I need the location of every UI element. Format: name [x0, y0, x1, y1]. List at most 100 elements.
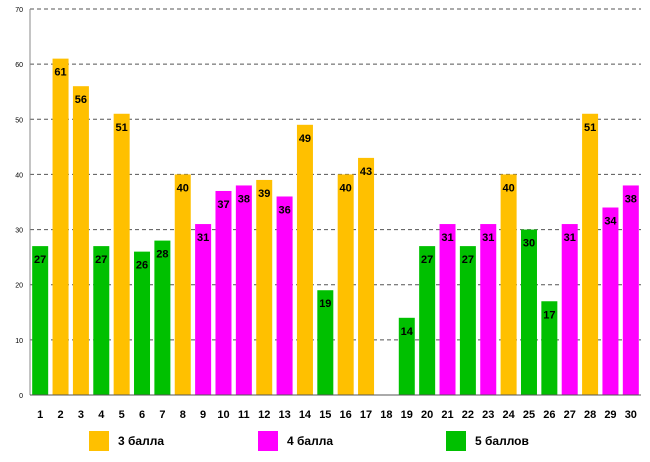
x-tick-label-9: 9 [200, 409, 206, 421]
bar-23 [480, 224, 497, 395]
data-label-10: 37 [217, 199, 229, 211]
legend-swatch-3 [89, 431, 109, 451]
x-tick-label-19: 19 [401, 409, 413, 421]
legend-label-4: 4 балла [287, 434, 334, 448]
data-label-30: 38 [625, 193, 637, 205]
y-tick-label-20: 20 [15, 283, 23, 290]
data-label-13: 36 [278, 204, 290, 216]
legend-swatch-5 [446, 431, 466, 451]
data-label-11: 38 [238, 193, 250, 205]
x-tick-label-8: 8 [180, 409, 186, 421]
x-tick-label-17: 17 [360, 409, 372, 421]
data-label-8: 40 [177, 182, 189, 194]
data-label-19: 14 [401, 326, 414, 338]
bar-9 [195, 224, 212, 395]
data-label-4: 27 [95, 254, 107, 266]
x-tick-label-2: 2 [57, 409, 63, 421]
x-tick-label-13: 13 [278, 409, 290, 421]
data-label-1: 27 [34, 254, 46, 266]
bar-17 [358, 157, 375, 395]
gridlines [30, 8, 641, 341]
y-tick-label-30: 30 [15, 228, 23, 235]
data-label-28: 51 [584, 122, 596, 134]
data-label-9: 31 [197, 232, 209, 244]
x-tick-label-15: 15 [319, 409, 331, 421]
bar-26 [541, 301, 558, 395]
bar-12 [256, 179, 273, 395]
data-label-23: 31 [482, 232, 494, 244]
x-tick-label-10: 10 [217, 409, 229, 421]
bar-27 [561, 224, 578, 395]
x-tick-label-1: 1 [37, 409, 43, 421]
data-labels: 27 61 56 27 51 26 28 40 31 37 38 39 36 49 19 40 43 14 27 31… [34, 67, 637, 338]
bar-5 [113, 113, 130, 396]
data-label-14: 49 [299, 133, 311, 145]
data-label-3: 56 [75, 94, 87, 106]
x-axis: 1 2 3 4 5 6 7 8 9 10 11 12 13 14 15 16 17 18 19 20 21 22 23 24 2… [30, 394, 641, 421]
y-tick-label-40: 40 [15, 172, 23, 179]
x-tick-label-25: 25 [523, 409, 535, 421]
data-label-5: 51 [116, 122, 128, 134]
bar-16 [337, 174, 354, 395]
bar-29 [602, 207, 619, 395]
bar-10 [215, 190, 232, 395]
data-label-16: 40 [340, 182, 352, 194]
bar-2 [52, 58, 69, 395]
bar-15 [317, 290, 334, 395]
bar-3 [72, 86, 89, 395]
y-tick-label-50: 50 [15, 117, 23, 124]
x-tick-label-14: 14 [299, 409, 312, 421]
x-tick-label-4: 4 [98, 409, 105, 421]
y-tick-label-0: 0 [19, 393, 23, 400]
data-label-17: 43 [360, 166, 372, 178]
bar-22 [459, 246, 476, 395]
data-label-29: 34 [604, 216, 617, 228]
legend-label-3: 3 балла [118, 434, 165, 448]
legend-item-3: 3 балла [89, 429, 164, 453]
legend-item-4: 4 балла [258, 429, 333, 453]
x-tick-label-29: 29 [604, 409, 616, 421]
x-tick-label-7: 7 [159, 409, 165, 421]
bar-11 [235, 185, 252, 395]
bar-20 [419, 246, 436, 395]
bar-21 [439, 224, 456, 395]
x-tick-label-22: 22 [462, 409, 474, 421]
bar-19 [398, 317, 415, 395]
data-label-21: 31 [441, 232, 453, 244]
x-tick-label-6: 6 [139, 409, 145, 421]
legend-swatch-4 [258, 431, 278, 451]
x-tick-label-16: 16 [340, 409, 352, 421]
bar-13 [276, 196, 293, 395]
bar-14 [296, 124, 313, 396]
bar-28 [582, 113, 599, 396]
x-tick-label-27: 27 [564, 409, 576, 421]
x-tick-label-18: 18 [380, 409, 392, 421]
x-tick-label-20: 20 [421, 409, 433, 421]
bar-7 [154, 240, 171, 395]
y-axis: 0 10 20 30 40 50 60 70 [15, 7, 31, 400]
x-tick-label-21: 21 [441, 409, 453, 421]
y-tick-label-60: 60 [15, 62, 23, 69]
y-tick-label-10: 10 [15, 338, 23, 345]
x-tick-label-12: 12 [258, 409, 270, 421]
data-label-6: 26 [136, 260, 148, 272]
bars [32, 58, 639, 396]
data-label-25: 30 [523, 238, 535, 250]
bar-24 [500, 174, 517, 395]
data-label-2: 61 [54, 67, 66, 79]
bar-4 [93, 246, 110, 395]
data-label-12: 39 [258, 188, 270, 200]
data-label-27: 31 [564, 232, 576, 244]
data-label-20: 27 [421, 254, 433, 266]
x-tick-label-23: 23 [482, 409, 494, 421]
bar-30 [622, 185, 639, 395]
x-tick-label-3: 3 [78, 409, 84, 421]
data-label-22: 27 [462, 254, 474, 266]
bar-25 [520, 229, 537, 395]
bar-1 [32, 246, 49, 395]
data-label-7: 28 [156, 249, 168, 261]
legend-label-5: 5 баллов [475, 434, 529, 448]
x-tick-label-30: 30 [625, 409, 637, 421]
data-label-15: 19 [319, 298, 331, 310]
